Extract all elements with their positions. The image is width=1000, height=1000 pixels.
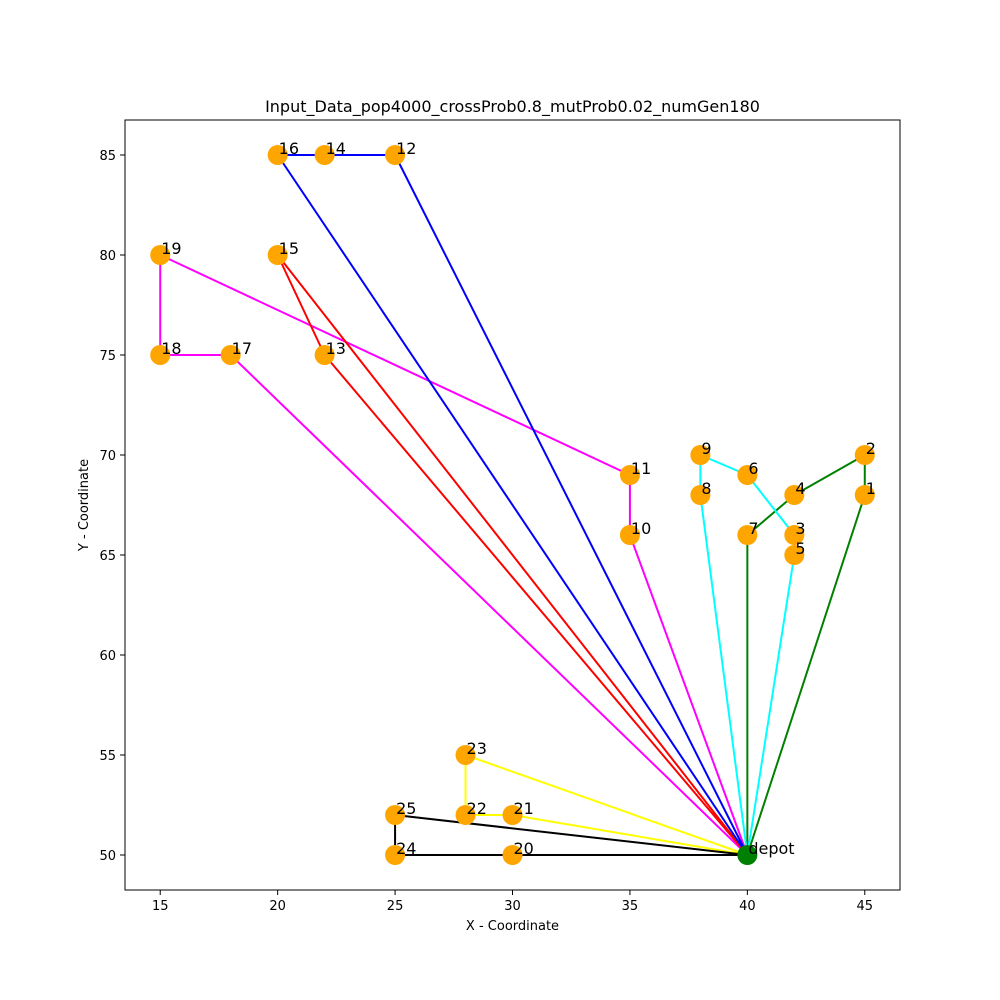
- y-tick-label-50: 50: [99, 849, 116, 864]
- x-tick-label-45: 45: [856, 899, 873, 914]
- node-label-14: 14: [326, 139, 346, 158]
- node-marker-12: [385, 145, 406, 165]
- node-label-11: 11: [631, 459, 651, 478]
- y-tick-label-65: 65: [99, 549, 116, 564]
- node-label-19: 19: [161, 239, 181, 258]
- node-marker-24: [385, 845, 406, 865]
- node-label-21: 21: [514, 799, 534, 818]
- node-marker-3: [784, 525, 805, 545]
- node-label-22: 22: [467, 799, 487, 818]
- node-label-9: 9: [701, 439, 711, 458]
- node-label-8: 8: [701, 479, 711, 498]
- route-line-4: [276, 254, 749, 856]
- node-marker-9: [690, 445, 711, 465]
- node-label-18: 18: [161, 339, 181, 358]
- node-label-1: 1: [866, 479, 876, 498]
- node-marker-18: [150, 345, 171, 365]
- node-label-20: 20: [514, 839, 534, 858]
- node-marker-13: [314, 345, 335, 365]
- x-tick-label-40: 40: [739, 899, 756, 914]
- x-tick-label-35: 35: [622, 899, 639, 914]
- node-label-12: 12: [396, 139, 416, 158]
- x-tick-label-15: 15: [152, 899, 169, 914]
- node-marker-22: [455, 805, 476, 825]
- node-label-13: 13: [326, 339, 346, 358]
- x-axis-ticks: 15 20 25 30 35 40 45: [152, 890, 873, 914]
- route-line-1: [746, 454, 866, 856]
- x-axis-label: X - Coordinate: [466, 919, 559, 934]
- node-marker-7: [737, 525, 758, 545]
- node-label-17: 17: [232, 339, 252, 358]
- node-marker-8: [690, 485, 711, 505]
- y-tick-label-85: 85: [99, 149, 116, 164]
- node-label-7: 7: [748, 519, 758, 538]
- node-label-3: 3: [795, 519, 805, 538]
- y-tick-label-80: 80: [99, 249, 116, 264]
- node-marker-6: [737, 465, 758, 485]
- node-marker-4: [784, 485, 805, 505]
- y-tick-label-70: 70: [99, 449, 116, 464]
- y-tick-label-55: 55: [99, 749, 116, 764]
- node-marker-1: [854, 485, 875, 505]
- node-marker-5: [784, 545, 805, 565]
- depot-label: depot: [748, 839, 794, 858]
- labels-layer: 1234567891011121314151617181920212223242…: [161, 139, 876, 858]
- node-label-5: 5: [795, 539, 805, 558]
- node-marker-2: [854, 445, 875, 465]
- y-axis-label: Y - Coordinate: [77, 459, 92, 552]
- node-marker-10: [619, 525, 640, 545]
- node-marker-19: [150, 245, 171, 265]
- node-marker-17: [220, 345, 241, 365]
- node-label-2: 2: [866, 439, 876, 458]
- node-label-25: 25: [396, 799, 416, 818]
- node-label-6: 6: [748, 459, 758, 478]
- node-label-24: 24: [396, 839, 416, 858]
- node-label-10: 10: [631, 519, 651, 538]
- node-label-16: 16: [279, 139, 299, 158]
- node-marker-25: [385, 805, 406, 825]
- y-tick-label-75: 75: [99, 349, 116, 364]
- y-axis-ticks: 50 55 60 65 70 75 80 85: [99, 149, 125, 864]
- node-marker-16: [267, 145, 288, 165]
- depot-marker: [737, 845, 758, 865]
- node-marker-11: [619, 465, 640, 485]
- x-tick-label-20: 20: [269, 899, 286, 914]
- chart-title: Input_Data_pop4000_crossProb0.8_mutProb0…: [265, 97, 760, 117]
- y-tick-label-60: 60: [99, 649, 116, 664]
- node-marker-23: [455, 745, 476, 765]
- x-tick-label-25: 25: [387, 899, 404, 914]
- node-label-15: 15: [279, 239, 299, 258]
- node-marker-20: [502, 845, 523, 865]
- node-marker-14: [314, 145, 335, 165]
- node-label-23: 23: [467, 739, 487, 758]
- node-label-4: 4: [795, 479, 805, 498]
- node-marker-21: [502, 805, 523, 825]
- markers-layer: [150, 145, 875, 865]
- x-tick-label-30: 30: [504, 899, 521, 914]
- node-marker-15: [267, 245, 288, 265]
